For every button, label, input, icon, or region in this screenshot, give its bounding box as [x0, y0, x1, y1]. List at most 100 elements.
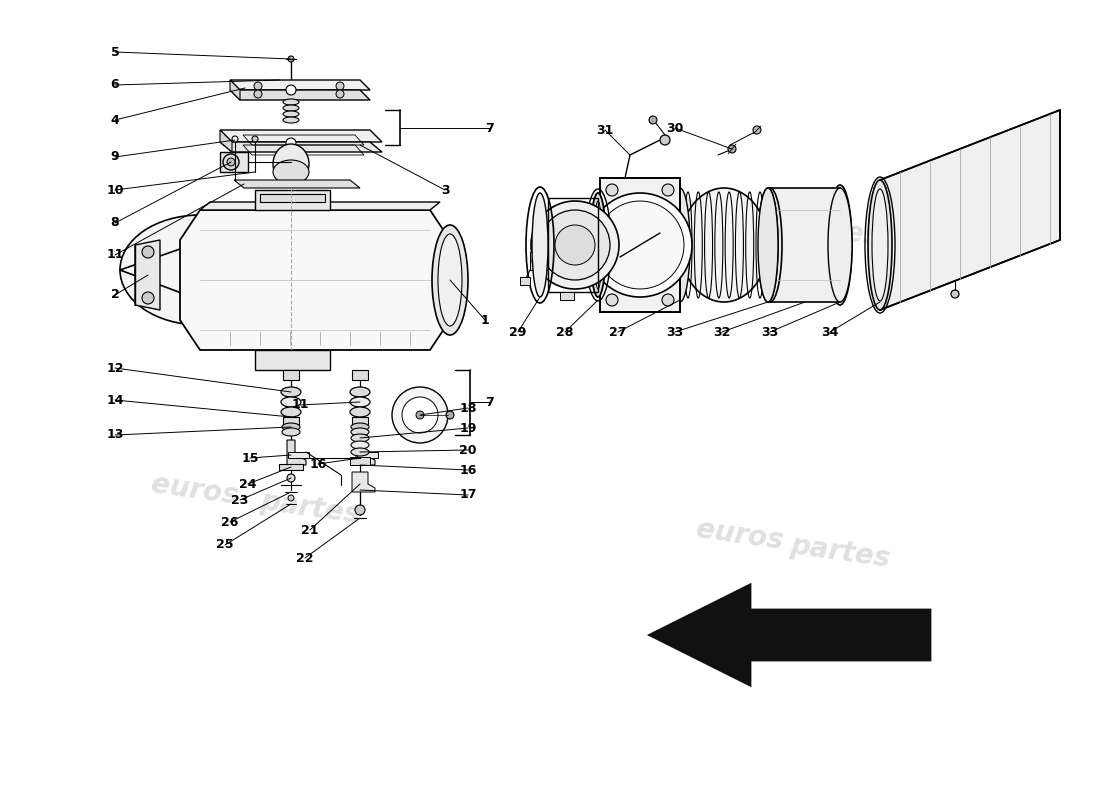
Polygon shape: [230, 80, 370, 90]
Text: euros: euros: [150, 220, 241, 260]
Text: euros: euros: [694, 515, 785, 555]
Text: 24: 24: [240, 478, 256, 490]
Text: 7: 7: [485, 122, 494, 134]
Circle shape: [754, 126, 761, 134]
Ellipse shape: [273, 160, 309, 184]
Text: 16: 16: [460, 463, 476, 477]
Ellipse shape: [351, 423, 369, 431]
Circle shape: [660, 135, 670, 145]
Circle shape: [142, 292, 154, 304]
Ellipse shape: [532, 193, 548, 297]
Ellipse shape: [670, 188, 690, 302]
Polygon shape: [880, 110, 1060, 310]
Text: partes: partes: [253, 239, 356, 281]
Text: 6: 6: [111, 78, 119, 91]
Ellipse shape: [283, 117, 299, 123]
Bar: [279, 464, 302, 470]
Bar: [352, 370, 368, 380]
Ellipse shape: [283, 105, 299, 111]
Circle shape: [252, 136, 258, 142]
Polygon shape: [234, 180, 360, 188]
Ellipse shape: [758, 188, 778, 302]
Text: 33: 33: [667, 326, 683, 338]
Ellipse shape: [120, 215, 280, 325]
Ellipse shape: [594, 201, 602, 289]
Text: 5: 5: [111, 46, 120, 58]
Circle shape: [402, 397, 438, 433]
Bar: [185, 294, 197, 304]
Text: 11: 11: [292, 398, 309, 411]
Circle shape: [662, 184, 674, 196]
Ellipse shape: [438, 234, 462, 326]
Bar: [283, 370, 299, 380]
Text: 27: 27: [609, 326, 627, 338]
Polygon shape: [120, 242, 280, 300]
Ellipse shape: [680, 188, 768, 302]
Circle shape: [135, 267, 145, 277]
Text: 23: 23: [231, 494, 249, 506]
Ellipse shape: [351, 428, 369, 436]
Ellipse shape: [351, 448, 369, 456]
Circle shape: [254, 82, 262, 90]
Text: 13: 13: [107, 429, 123, 442]
Text: 2: 2: [111, 289, 120, 302]
Circle shape: [532, 254, 546, 268]
Polygon shape: [356, 440, 375, 465]
Text: euros: euros: [150, 470, 241, 510]
Text: 16: 16: [309, 458, 327, 470]
Text: partes: partes: [788, 531, 892, 573]
Ellipse shape: [282, 428, 300, 436]
Circle shape: [540, 210, 611, 280]
Ellipse shape: [868, 180, 892, 310]
Bar: [220, 152, 248, 172]
Polygon shape: [230, 90, 370, 100]
Ellipse shape: [758, 188, 782, 302]
Text: 31: 31: [596, 123, 614, 137]
Circle shape: [254, 90, 262, 98]
Text: 15: 15: [241, 451, 258, 465]
Circle shape: [286, 138, 296, 148]
Polygon shape: [135, 240, 160, 310]
Polygon shape: [600, 178, 680, 312]
Text: 29: 29: [509, 326, 527, 338]
Text: 4: 4: [111, 114, 120, 126]
Circle shape: [531, 201, 619, 289]
Text: 18: 18: [460, 402, 476, 414]
Text: 19: 19: [460, 422, 476, 434]
Ellipse shape: [273, 144, 309, 184]
Bar: [255, 350, 330, 370]
Text: 7: 7: [485, 395, 494, 409]
Text: 22: 22: [296, 551, 314, 565]
Bar: [260, 194, 324, 202]
Bar: [352, 417, 368, 425]
Text: 9: 9: [111, 150, 119, 163]
Circle shape: [336, 82, 344, 90]
Ellipse shape: [758, 188, 778, 302]
Text: 17: 17: [460, 489, 476, 502]
Ellipse shape: [282, 423, 300, 431]
Ellipse shape: [590, 193, 606, 297]
Ellipse shape: [351, 434, 369, 442]
Text: partes: partes: [258, 487, 362, 529]
Polygon shape: [288, 452, 309, 458]
Circle shape: [288, 495, 294, 501]
Bar: [530, 252, 548, 270]
Ellipse shape: [828, 185, 852, 305]
Text: 3: 3: [441, 183, 449, 197]
Text: 33: 33: [761, 326, 779, 338]
Bar: [283, 417, 299, 425]
Circle shape: [596, 201, 684, 289]
Polygon shape: [650, 585, 930, 685]
Text: partes: partes: [778, 209, 882, 251]
Ellipse shape: [351, 441, 369, 449]
Circle shape: [288, 56, 294, 62]
Polygon shape: [287, 440, 306, 465]
Text: 10: 10: [107, 183, 123, 197]
Text: 11: 11: [107, 249, 123, 262]
Bar: [350, 457, 370, 465]
Polygon shape: [770, 188, 840, 302]
Polygon shape: [180, 210, 450, 350]
Polygon shape: [358, 452, 378, 458]
Text: 14: 14: [107, 394, 123, 406]
Circle shape: [142, 246, 154, 258]
